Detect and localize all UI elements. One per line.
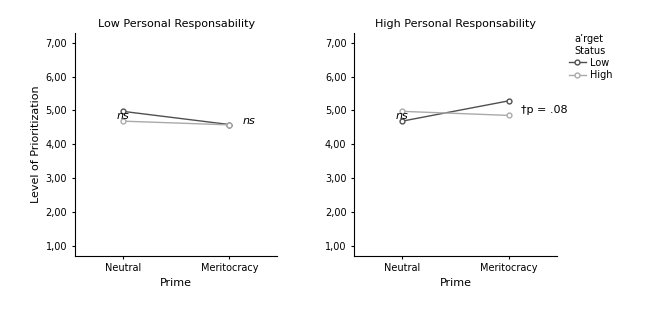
Low <box>119 109 127 113</box>
Low <box>398 119 406 123</box>
Title: Low Personal Responsability: Low Personal Responsability <box>98 19 255 29</box>
High <box>119 119 127 123</box>
Low <box>225 123 233 126</box>
Text: †p = .08: †p = .08 <box>521 105 568 115</box>
Text: ns: ns <box>396 111 409 121</box>
Y-axis label: Level of Prioritization: Level of Prioritization <box>31 85 42 203</box>
X-axis label: Prime: Prime <box>160 277 192 288</box>
X-axis label: Prime: Prime <box>439 277 471 288</box>
Title: High Personal Responsability: High Personal Responsability <box>375 19 536 29</box>
Line: High: High <box>120 119 232 127</box>
Line: Low: Low <box>120 109 232 127</box>
Legend: Low, High: Low, High <box>568 33 613 81</box>
High <box>225 123 233 127</box>
High <box>398 109 406 113</box>
Text: ns: ns <box>242 116 255 126</box>
Line: Low: Low <box>400 99 511 124</box>
High <box>505 113 512 117</box>
Text: ns: ns <box>117 111 129 121</box>
Low <box>505 99 512 103</box>
Line: High: High <box>400 109 511 118</box>
